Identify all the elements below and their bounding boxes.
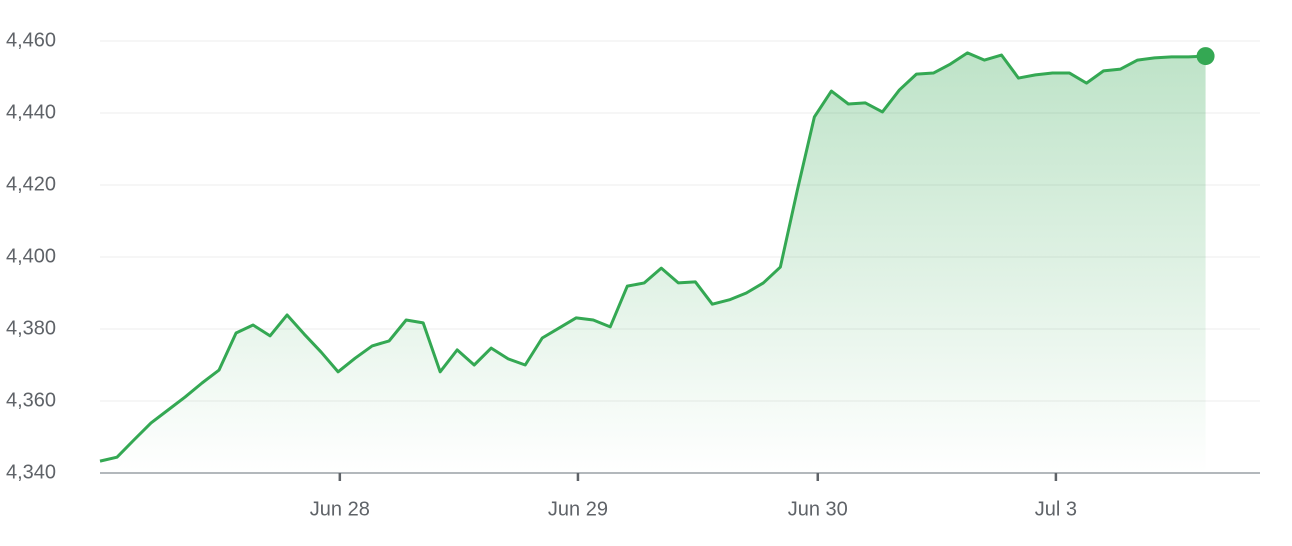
y-tick-label: 4,380: [6, 317, 56, 339]
y-tick-label: 4,360: [6, 389, 56, 411]
x-tick-label: Jun 29: [548, 498, 608, 520]
y-tick-label: 4,460: [6, 29, 56, 51]
area: [100, 52, 1206, 473]
y-tick-label: 4,400: [6, 245, 56, 267]
y-tick-label: 4,420: [6, 173, 56, 195]
end-point: [1196, 47, 1215, 66]
y-tick-label: 4,440: [6, 101, 56, 123]
y-tick-label: 4,340: [6, 461, 56, 483]
x-tick-label: Jun 30: [788, 498, 848, 520]
x-tick-label: Jun 28: [310, 498, 370, 520]
line: [99, 51, 1206, 463]
x-tick-label: Jul 3: [1035, 498, 1077, 520]
